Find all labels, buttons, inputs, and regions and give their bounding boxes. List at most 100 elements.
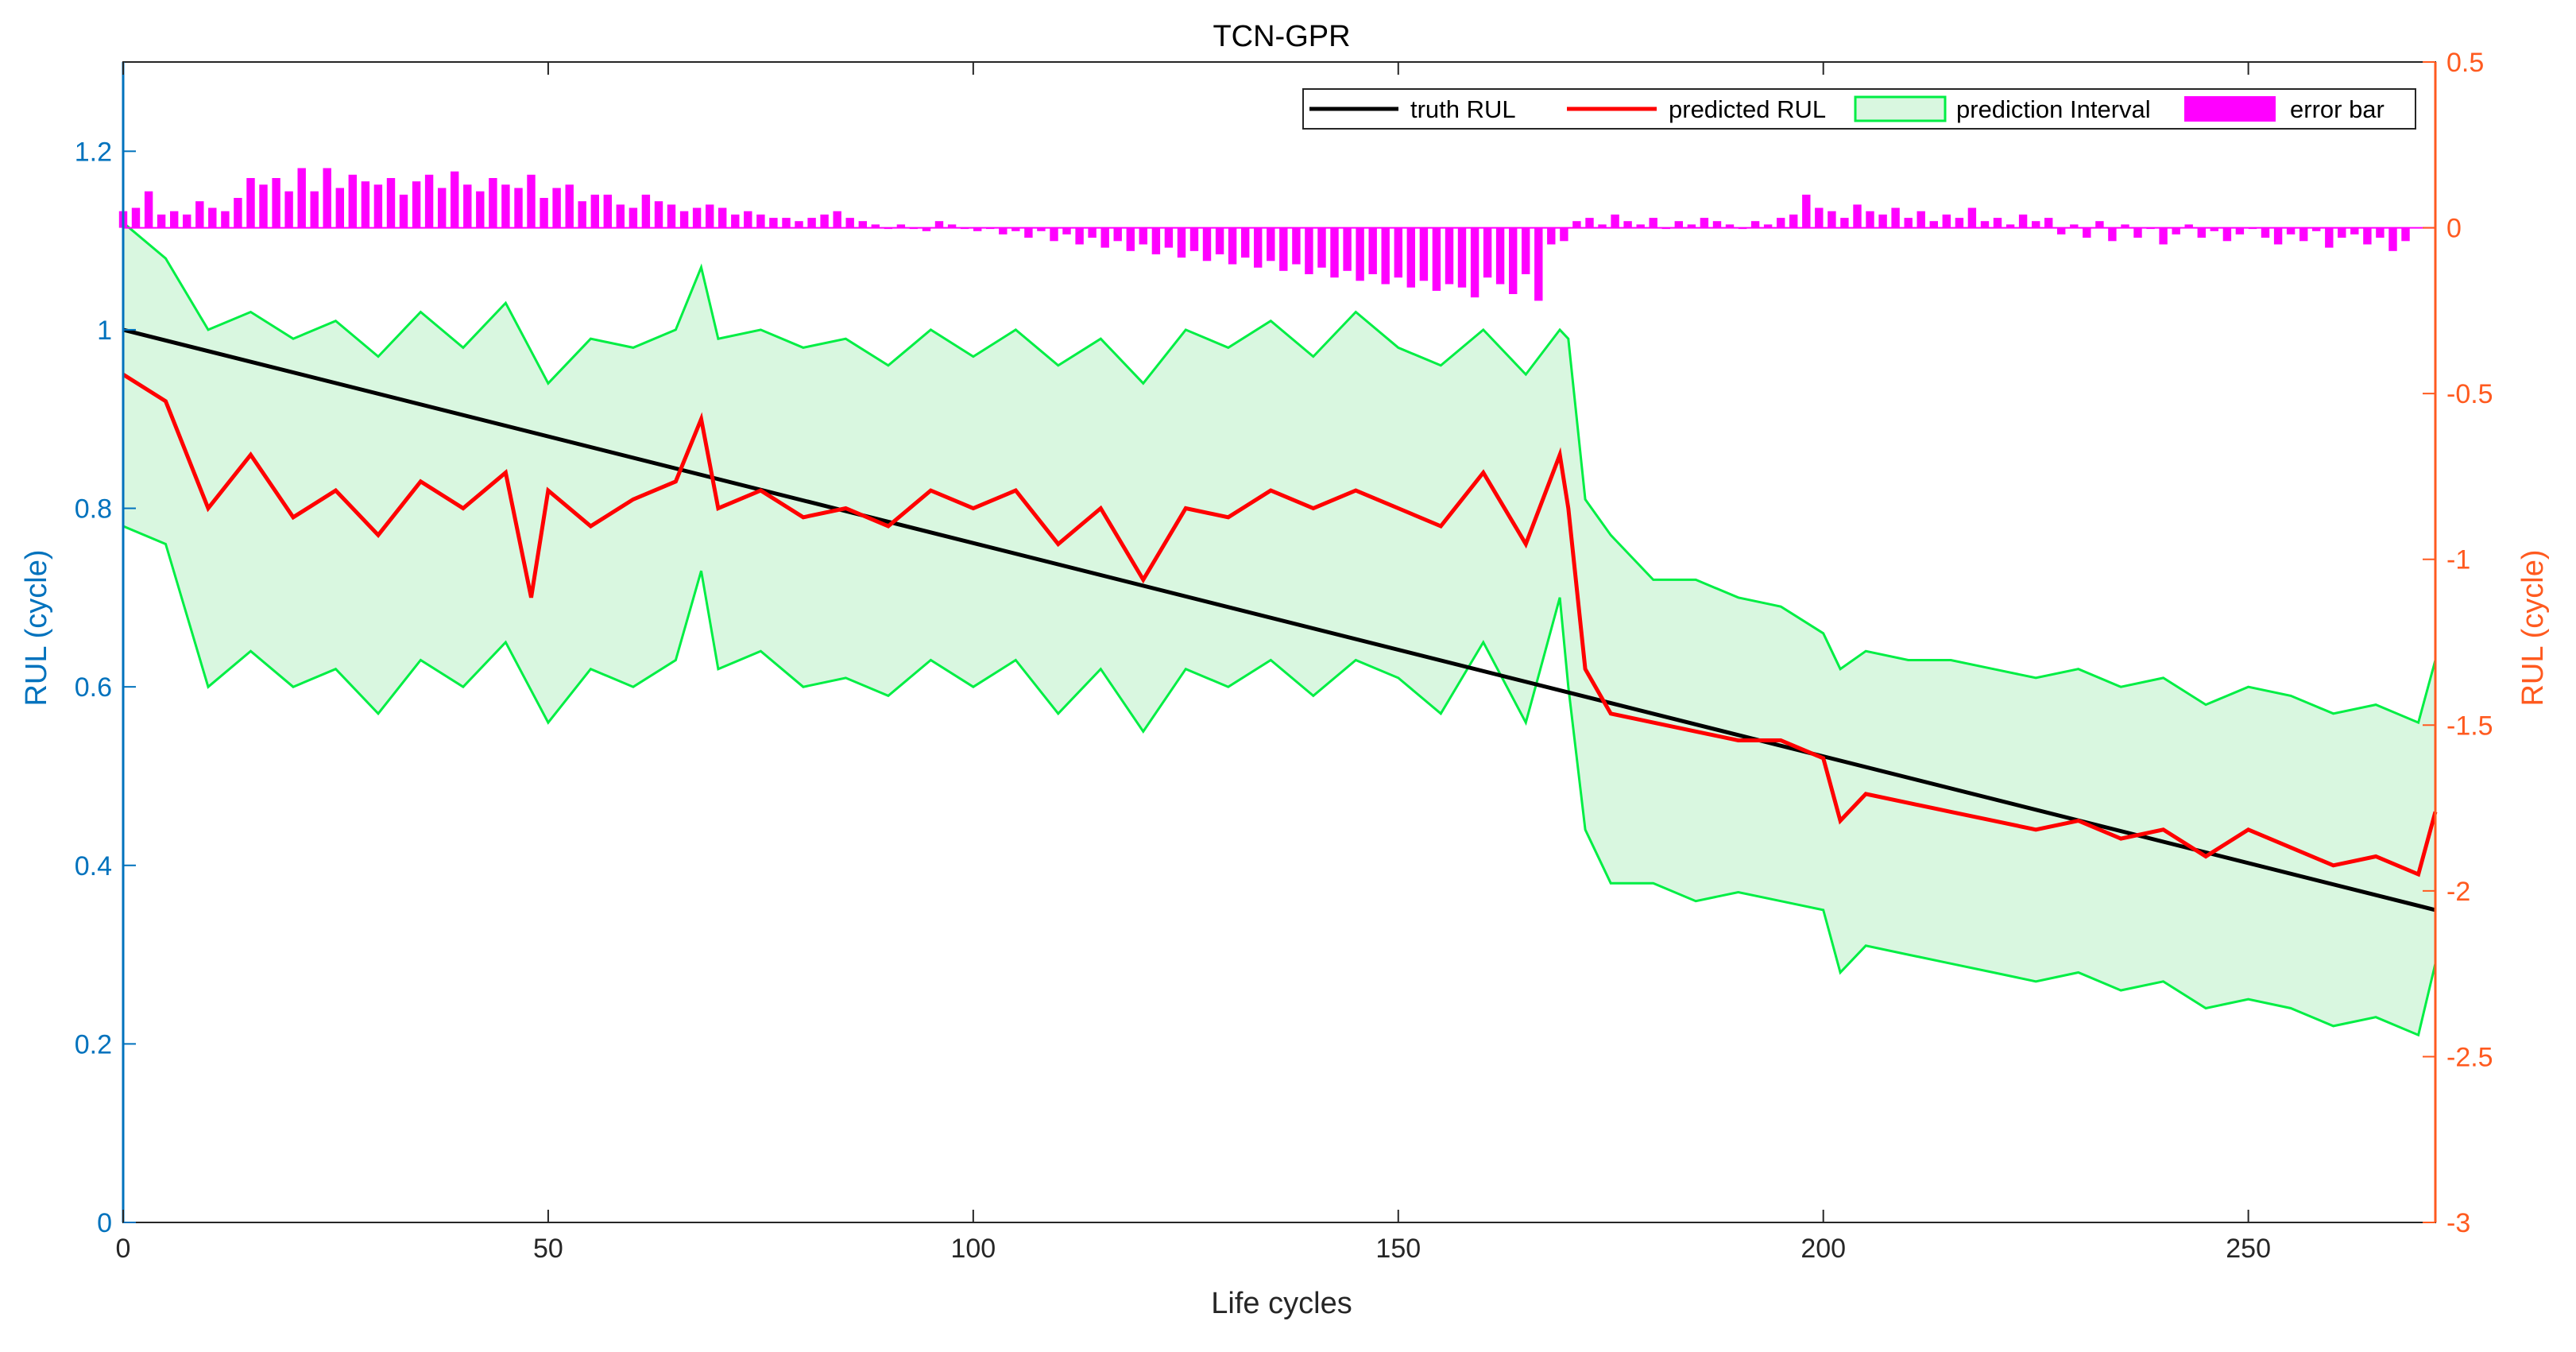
error-bar (2121, 224, 2129, 228)
error-bar (1853, 204, 1862, 228)
error-bar (1700, 218, 1709, 228)
error-bar (1075, 227, 1084, 245)
error-bar (1980, 221, 1990, 228)
error-bar (1534, 227, 1543, 301)
right-y-axis-label: RUL (cycle) (2516, 549, 2550, 706)
error-bar (1585, 218, 1594, 228)
error-bar (2070, 224, 2079, 228)
error-bar (654, 201, 663, 228)
error-bar (501, 184, 510, 228)
chart-title: TCN-GPR (1213, 20, 1350, 53)
x-axis-tick-label: 150 (1375, 1234, 1421, 1264)
x-axis-tick-label: 50 (533, 1234, 563, 1264)
error-bar (540, 198, 548, 228)
error-bar (1547, 227, 1556, 245)
error-bar (234, 198, 242, 228)
error-bar (934, 221, 944, 228)
error-bar (1139, 227, 1147, 245)
x-axis-tick-label: 0 (116, 1234, 131, 1264)
error-bar (1343, 227, 1352, 271)
error-bar (833, 211, 841, 228)
error-bar (1904, 218, 1913, 228)
error-bar (2133, 227, 2142, 238)
error-bar (1993, 218, 2002, 228)
x-axis: 0 50 100 150 200 250 (116, 62, 2271, 1264)
error-bar (1725, 224, 1735, 228)
error-bar (1381, 227, 1390, 285)
error-bar (373, 184, 383, 228)
right-axis-tick-label: -2.5 (2446, 1042, 2493, 1072)
error-bar (2235, 227, 2245, 234)
error-bar (1955, 218, 1964, 228)
truth-rul-line (122, 327, 2436, 912)
error-bar (782, 218, 791, 228)
error-bar (807, 218, 816, 228)
error-bar (1623, 221, 1632, 228)
error-bar (2401, 227, 2410, 242)
error-bar (412, 181, 421, 228)
error-bar (1305, 227, 1313, 274)
legend-error-label: error bar (2290, 95, 2385, 123)
error-bar (1917, 211, 1925, 228)
left-axis-tick-label: 1 (97, 316, 112, 346)
error-bar (2005, 224, 2015, 228)
error-bar (1470, 227, 1479, 298)
error-bar (323, 168, 331, 228)
error-bar (706, 204, 714, 228)
error-bar (1445, 227, 1454, 285)
error-bar (2159, 227, 2168, 245)
left-axis-tick-label: 0.6 (75, 672, 112, 703)
error-bar (527, 174, 536, 228)
error-bar (1815, 207, 1824, 228)
right-axis-tick-label: -2 (2446, 877, 2470, 907)
left-axis-tick-label: 0 (97, 1208, 112, 1238)
legend-interval-label: prediction Interval (1956, 95, 2151, 123)
error-bar (1457, 227, 1467, 288)
error-bar (616, 204, 625, 228)
error-bar (335, 188, 344, 228)
error-bar (692, 207, 702, 228)
error-bar (310, 191, 319, 228)
error-bar (1164, 227, 1174, 248)
error-bar (1483, 227, 1492, 278)
error-bar (871, 224, 880, 228)
error-bar (2286, 227, 2296, 234)
error-bar (1419, 227, 1429, 281)
error-bar (1636, 224, 1645, 228)
error-bar (1113, 227, 1122, 242)
error-bar (1215, 227, 1224, 254)
right-y-axis: -3 -2.5 -2 -1.5 -1 -0.5 0 0.5 (2423, 48, 2493, 1238)
error-bar (131, 207, 141, 228)
error-bar (2350, 227, 2359, 234)
error-bar (1777, 218, 1785, 228)
error-bar (424, 174, 434, 228)
left-axis-tick-label: 0.4 (75, 851, 112, 881)
right-axis-tick-label: 0 (2446, 214, 2462, 244)
error-bar (1878, 214, 1887, 228)
right-axis-tick-label: -0.5 (2446, 379, 2493, 409)
error-bar (2083, 227, 2091, 238)
error-bar (208, 207, 217, 228)
error-bar (1840, 218, 1849, 228)
error-bar (667, 204, 676, 228)
error-bar (629, 207, 638, 228)
error-bar (1368, 227, 1377, 274)
error-bar (144, 191, 153, 228)
error-bar (489, 178, 497, 228)
error-bar (361, 181, 370, 228)
right-axis-tick-label: -1.5 (2446, 711, 2493, 741)
error-bar (1598, 224, 1607, 228)
error-bar (157, 214, 166, 228)
left-axis-tick-label: 0.2 (75, 1029, 112, 1060)
error-bar (1241, 227, 1250, 258)
error-bar (578, 201, 586, 228)
error-bar (2184, 224, 2193, 228)
error-bar (1279, 227, 1288, 271)
error-bar (769, 218, 778, 228)
error-bar (1509, 227, 1518, 294)
right-axis-tick-label: 0.5 (2446, 48, 2484, 78)
error-bar (590, 194, 599, 228)
legend-truth-label: truth RUL (1410, 95, 1516, 123)
error-bar (1228, 227, 1237, 265)
error-bar (1050, 227, 1058, 242)
